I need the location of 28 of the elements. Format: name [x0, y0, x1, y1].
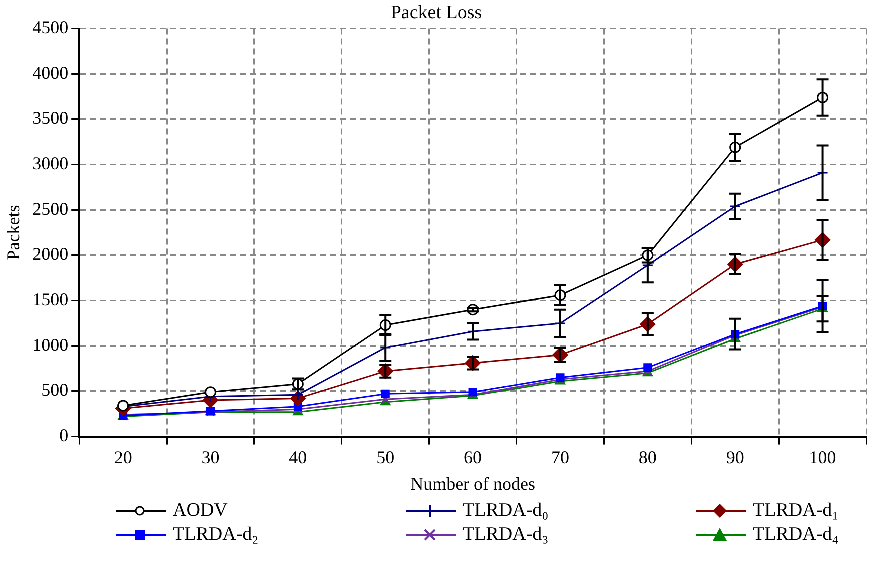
y-tick-label: 3500	[32, 108, 69, 128]
x-tick-label: 100	[809, 447, 836, 468]
x-tick-label: 90	[726, 447, 744, 468]
y-tick-label: 1000	[32, 334, 69, 355]
x-axis-title: Number of nodes	[410, 474, 536, 494]
x-tick-label: 70	[551, 447, 570, 468]
x-tick-label: 80	[638, 447, 657, 468]
y-tick-label: 4500	[32, 18, 69, 38]
x-tick-label: 20	[114, 447, 132, 468]
y-tick-label: 2500	[32, 198, 69, 219]
legend-label: TLRDA-d₃	[463, 524, 549, 546]
legend-label: TLRDA-d₁	[753, 500, 839, 522]
legend-label: AODV	[173, 500, 228, 522]
legend-label: TLRDA-d₄	[753, 524, 839, 546]
y-tick-label: 500	[42, 380, 69, 400]
x-tick-label: 50	[376, 447, 395, 468]
y-tick-label: 0	[60, 426, 69, 446]
y-tick-label: 4000	[32, 62, 69, 83]
x-tick-label: 30	[202, 447, 220, 468]
y-tick-label: 2000	[32, 244, 69, 264]
legend-label: TLRDA-d₂	[173, 524, 259, 546]
legend-label: TLRDA-d₀	[463, 500, 549, 522]
x-tick-label: 60	[464, 447, 482, 468]
y-tick-label: 3000	[32, 154, 69, 174]
chart-title: Packet Loss	[390, 2, 482, 24]
x-tick-label: 40	[289, 447, 308, 468]
y-tick-label: 1500	[32, 290, 69, 310]
y-axis-title: Packets	[4, 205, 24, 260]
